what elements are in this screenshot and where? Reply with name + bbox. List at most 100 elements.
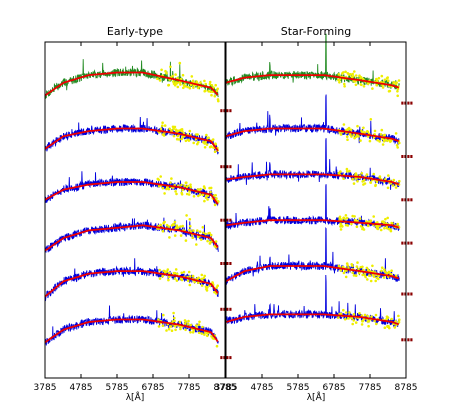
flagged-point [354,135,358,138]
flagged-point [215,197,218,200]
flagged-point [173,319,176,323]
flagged-point [343,85,346,88]
flagged-point [158,277,162,280]
flagged-point [179,83,182,86]
flagged-point [182,86,185,90]
flagged-point [208,284,212,287]
flagged-point [180,271,183,275]
flagged-point [167,278,170,282]
flagged-point [397,320,401,324]
plot-area-early-type [44,59,232,360]
flagged-point [184,139,188,143]
flagged-point [386,216,390,220]
flagged-point [383,133,387,137]
flagged-point [352,319,356,322]
flagged-point [357,267,360,271]
flagged-point [376,227,380,231]
x-tick-label: 7785 [178,383,201,393]
flagged-point [354,274,358,278]
flagged-point [366,224,370,228]
masked-point [404,241,407,245]
flagged-point [379,133,383,136]
flagged-point [201,193,205,196]
x-tick-label: 3785 [215,383,238,393]
flagged-point [352,274,356,277]
flagged-point [163,220,166,224]
flagged-point [361,319,365,323]
spectrum-group [225,184,413,245]
flagged-point [213,150,217,153]
flagged-point [338,215,342,219]
masked-point [410,198,413,202]
flagged-point [192,141,195,145]
flagged-point [342,123,346,126]
flagged-point [157,318,160,321]
flagged-point [187,270,191,274]
flagged-point [159,127,163,131]
flagged-point [374,313,378,317]
flagged-point [188,218,192,221]
flagged-point [198,230,202,233]
flagged-point [160,68,163,72]
model-fit-line [225,74,400,89]
flagged-point [189,331,192,334]
flagged-point [355,225,359,228]
flagged-point [170,177,173,180]
masked-point [404,101,407,105]
flagged-point [175,81,179,85]
flagged-point [189,323,193,327]
flagged-point [207,90,210,93]
flagged-point [380,74,384,78]
flagged-point [351,271,355,275]
flagged-point [379,228,383,232]
flagged-point [389,139,393,142]
flagged-point [359,76,363,79]
flagged-point [372,215,376,218]
flagged-point [190,75,194,78]
flagged-point [362,228,366,231]
model-fit-line [44,71,219,97]
flagged-point [377,76,381,80]
flagged-point [181,73,185,77]
flagged-point [186,279,190,283]
flagged-point [369,118,373,121]
flagged-point [161,229,165,233]
flagged-point [397,314,400,318]
flagged-point [199,187,202,191]
flagged-point [388,89,392,93]
masked-point [220,109,223,113]
masked-point [407,241,410,245]
flagged-point [185,214,188,217]
flagged-point [167,225,171,228]
flagged-point [356,124,359,128]
flagged-point [394,186,398,189]
flagged-point [209,190,212,194]
flagged-point [354,83,358,87]
flagged-point [391,184,395,187]
flagged-point [337,73,341,76]
masked-point [220,262,223,265]
flagged-point [174,328,177,332]
masked-point [401,198,404,202]
flagged-point [358,312,361,315]
flagged-point [342,308,345,312]
flagged-point [163,124,167,127]
masked-point [226,218,229,222]
model-fit-line [44,318,219,344]
masked-point [226,307,229,311]
masked-point [226,262,229,265]
flagged-point [392,178,396,182]
flagged-point [353,215,356,218]
flagged-point [383,326,387,330]
flagged-point [344,275,348,279]
flagged-point [367,319,371,323]
observed-spectrum-line [44,305,219,346]
flagged-point [204,89,207,92]
flagged-point [176,85,180,89]
flagged-point [191,236,194,239]
flagged-point [366,130,370,134]
masked-point [407,198,410,202]
flagged-point [193,280,196,284]
flagged-point [350,135,353,138]
flagged-point [180,128,184,131]
